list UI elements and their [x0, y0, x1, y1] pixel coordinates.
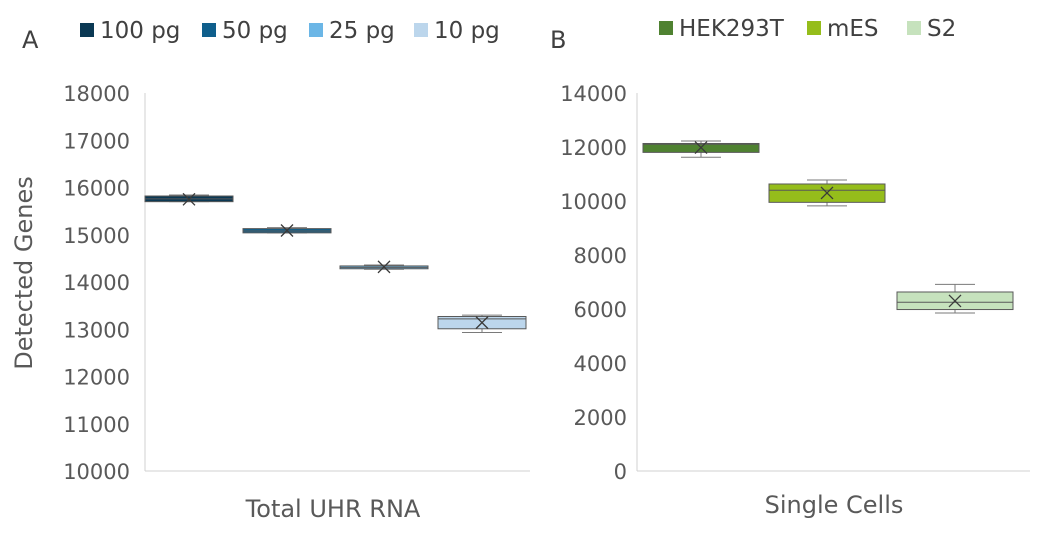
- panel-b-legend-swatch: [807, 21, 821, 35]
- panel-b-y-tick-label: 0: [614, 460, 627, 484]
- panel-a-mean-marker: [377, 260, 391, 274]
- panel-a-legend-label: 50 pg: [222, 18, 288, 44]
- panel-a-legend-label: 10 pg: [434, 18, 500, 44]
- panel-a-y-tick-label: 12000: [63, 366, 130, 390]
- panel-b-legend-label: HEK293T: [679, 16, 785, 42]
- panel-b-y-tick-label: 8000: [574, 244, 627, 268]
- panel-a-y-tick-label: 10000: [63, 460, 130, 484]
- panel-b-y-tick-label: 12000: [560, 136, 627, 160]
- panel-a-y-tick-label: 11000: [63, 413, 130, 437]
- panel-b-y-tick-label: 4000: [574, 352, 627, 376]
- panel-a-y-tick-label: 17000: [63, 129, 130, 153]
- panel-b-legend-swatch: [659, 21, 673, 35]
- panel-b-legend-swatch: [907, 21, 921, 35]
- panel-b-y-tick-label: 2000: [574, 406, 627, 430]
- panel-b-legend-label: mES: [827, 16, 879, 42]
- panel-b-label: B: [550, 26, 566, 54]
- panel-b-y-tick-label: 10000: [560, 190, 627, 214]
- panel-a-legend-swatch: [414, 23, 428, 37]
- panel-a-legend-swatch: [80, 23, 94, 37]
- panel-a-y-tick-label: 14000: [63, 271, 130, 295]
- panel-a-label: A: [22, 26, 39, 54]
- panel-a-legend-label: 100 pg: [100, 18, 180, 44]
- panel-a-mean-marker: [475, 316, 489, 330]
- panel-b-plot: 0 2000 4000 6000 8000 10000 12000 14000 HEK293T m…: [560, 16, 1030, 484]
- panel-b-legend-label: S2: [927, 16, 956, 42]
- panel-a-legend-swatch: [309, 23, 323, 37]
- panel-a-y-tick-label: 13000: [63, 318, 130, 342]
- panel-b-mean-marker: [948, 294, 962, 308]
- panel-a-legend-label: 25 pg: [329, 18, 395, 44]
- panel-a-y-tick-label: 15000: [63, 224, 130, 248]
- panel-a-legend-swatch: [202, 23, 216, 37]
- panel-b-mean-marker: [694, 141, 708, 154]
- panel-a-plot: 10000 11000 12000 13000 14000 15000 16000 17000…: [63, 18, 530, 484]
- panel-a-x-axis-title: Total UHR RNA: [245, 495, 421, 523]
- panel-a-y-axis-title: Detected Genes: [10, 176, 38, 370]
- panel-b-mean-marker: [820, 186, 834, 200]
- panel-b-y-tick-label: 6000: [574, 298, 627, 322]
- panel-a-mean-marker: [182, 192, 196, 206]
- panel-b-x-axis-title: Single Cells: [765, 491, 904, 519]
- panel-a-y-tick-label: 16000: [63, 177, 130, 201]
- panel-a-mean-marker: [280, 224, 294, 237]
- panel-a-y-tick-label: 18000: [63, 82, 130, 106]
- panel-b-y-tick-label: 14000: [560, 82, 627, 106]
